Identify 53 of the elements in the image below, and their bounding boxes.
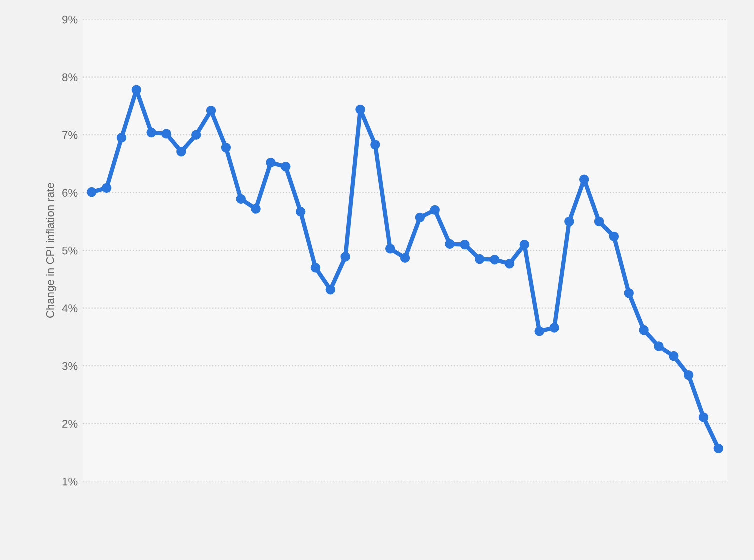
point: [534, 326, 544, 336]
point: [310, 263, 321, 273]
point: [550, 323, 560, 333]
point: [714, 444, 724, 454]
point: [340, 252, 350, 262]
point: [102, 183, 112, 194]
point: [370, 140, 380, 150]
point: [191, 130, 202, 140]
point: [594, 216, 604, 227]
point: [698, 412, 709, 422]
point: [460, 240, 470, 250]
point: [490, 254, 500, 265]
point: [326, 285, 336, 295]
point: [266, 158, 276, 168]
point: [236, 194, 246, 204]
point: [504, 259, 515, 269]
point: [116, 133, 127, 143]
y-tick-label: 5%: [62, 246, 78, 255]
y-tick-label: 8%: [62, 74, 78, 82]
point: [579, 174, 590, 184]
point: [146, 128, 156, 138]
point: [669, 351, 679, 362]
point: [296, 207, 306, 217]
point: [475, 254, 485, 264]
point: [520, 240, 530, 250]
point: [654, 342, 664, 352]
point: [251, 204, 261, 214]
point: [132, 85, 142, 95]
y-tick-label: 9%: [62, 16, 78, 24]
y-tick-label: 7%: [62, 131, 78, 140]
point: [221, 142, 232, 153]
point: [206, 106, 216, 116]
y-tick-label: 2%: [62, 420, 78, 428]
point: [445, 239, 455, 250]
point: [415, 212, 426, 223]
y-tick-label: 1%: [62, 478, 78, 486]
point: [176, 146, 186, 157]
y-axis-title: Change in CPI inflation rate: [46, 183, 56, 318]
point: [639, 325, 649, 336]
point: [624, 288, 634, 298]
point: [430, 205, 440, 216]
point: [356, 104, 366, 115]
point: [609, 232, 620, 242]
y-tick-label: 6%: [62, 189, 78, 197]
y-tick-label: 4%: [62, 304, 78, 312]
point: [162, 129, 172, 139]
y-tick-label: 3%: [62, 362, 78, 370]
point: [564, 216, 574, 227]
point: [400, 253, 410, 263]
point: [385, 244, 396, 254]
point: [87, 187, 97, 198]
point: [684, 370, 694, 380]
point: [281, 162, 291, 172]
